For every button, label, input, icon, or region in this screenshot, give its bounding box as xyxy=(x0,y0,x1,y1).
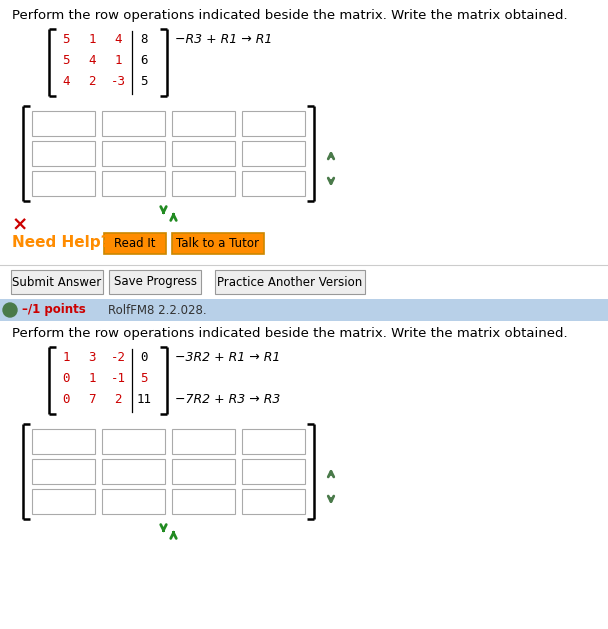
Text: 4: 4 xyxy=(62,75,70,88)
FancyBboxPatch shape xyxy=(242,141,305,166)
Text: Perform the row operations indicated beside the matrix. Write the matrix obtaine: Perform the row operations indicated bes… xyxy=(12,327,568,340)
FancyBboxPatch shape xyxy=(242,429,305,454)
FancyBboxPatch shape xyxy=(102,459,165,484)
FancyBboxPatch shape xyxy=(102,141,165,166)
Text: 6: 6 xyxy=(140,54,148,67)
FancyBboxPatch shape xyxy=(32,111,95,136)
Text: RolfFM8 2.2.028.: RolfFM8 2.2.028. xyxy=(108,304,207,316)
Text: 1: 1 xyxy=(62,351,70,364)
FancyBboxPatch shape xyxy=(102,489,165,514)
Text: 8: 8 xyxy=(140,33,148,46)
FancyBboxPatch shape xyxy=(32,429,95,454)
Text: +: + xyxy=(5,304,15,316)
Text: 4: 4 xyxy=(88,54,95,67)
Text: 3: 3 xyxy=(88,351,95,364)
Circle shape xyxy=(3,303,17,317)
Text: 2: 2 xyxy=(88,75,95,88)
Text: −R3 + R1 → R1: −R3 + R1 → R1 xyxy=(175,33,272,46)
FancyBboxPatch shape xyxy=(172,141,235,166)
FancyBboxPatch shape xyxy=(172,233,264,254)
Text: Perform the row operations indicated beside the matrix. Write the matrix obtaine: Perform the row operations indicated bes… xyxy=(12,9,568,22)
Text: 5: 5 xyxy=(62,33,70,46)
Text: -2: -2 xyxy=(111,351,125,364)
Text: 11: 11 xyxy=(137,393,151,406)
FancyBboxPatch shape xyxy=(172,489,235,514)
FancyBboxPatch shape xyxy=(172,171,235,196)
Text: –/1 points: –/1 points xyxy=(22,304,86,316)
FancyBboxPatch shape xyxy=(242,489,305,514)
Text: 0: 0 xyxy=(62,393,70,406)
FancyBboxPatch shape xyxy=(102,171,165,196)
Text: 5: 5 xyxy=(140,372,148,385)
Text: 5: 5 xyxy=(140,75,148,88)
Text: -3: -3 xyxy=(111,75,125,88)
Text: Talk to a Tutor: Talk to a Tutor xyxy=(176,237,260,250)
FancyBboxPatch shape xyxy=(32,141,95,166)
Text: Need Help?: Need Help? xyxy=(12,235,109,250)
Text: Read It: Read It xyxy=(114,237,156,250)
Text: -1: -1 xyxy=(111,372,125,385)
FancyBboxPatch shape xyxy=(109,270,201,294)
FancyBboxPatch shape xyxy=(172,459,235,484)
FancyBboxPatch shape xyxy=(32,459,95,484)
Text: 5: 5 xyxy=(62,54,70,67)
FancyBboxPatch shape xyxy=(32,171,95,196)
Text: Submit Answer: Submit Answer xyxy=(12,276,102,289)
Text: 2: 2 xyxy=(114,393,122,406)
FancyBboxPatch shape xyxy=(172,429,235,454)
Text: 7: 7 xyxy=(88,393,95,406)
FancyBboxPatch shape xyxy=(172,111,235,136)
Text: 0: 0 xyxy=(140,351,148,364)
Text: −3R2 + R1 → R1: −3R2 + R1 → R1 xyxy=(175,351,280,364)
FancyBboxPatch shape xyxy=(215,270,365,294)
FancyBboxPatch shape xyxy=(102,111,165,136)
Text: Practice Another Version: Practice Another Version xyxy=(218,276,362,289)
Text: ×: × xyxy=(12,215,29,234)
FancyBboxPatch shape xyxy=(242,111,305,136)
Text: 0: 0 xyxy=(62,372,70,385)
FancyBboxPatch shape xyxy=(11,270,103,294)
FancyBboxPatch shape xyxy=(32,489,95,514)
Text: 1: 1 xyxy=(114,54,122,67)
FancyBboxPatch shape xyxy=(242,171,305,196)
FancyBboxPatch shape xyxy=(102,429,165,454)
Text: Save Progress: Save Progress xyxy=(114,276,196,289)
Text: −7R2 + R3 → R3: −7R2 + R3 → R3 xyxy=(175,393,280,406)
Text: 4: 4 xyxy=(114,33,122,46)
FancyBboxPatch shape xyxy=(104,233,166,254)
Text: 1: 1 xyxy=(88,33,95,46)
FancyBboxPatch shape xyxy=(0,299,608,321)
FancyBboxPatch shape xyxy=(242,459,305,484)
Text: 1: 1 xyxy=(88,372,95,385)
